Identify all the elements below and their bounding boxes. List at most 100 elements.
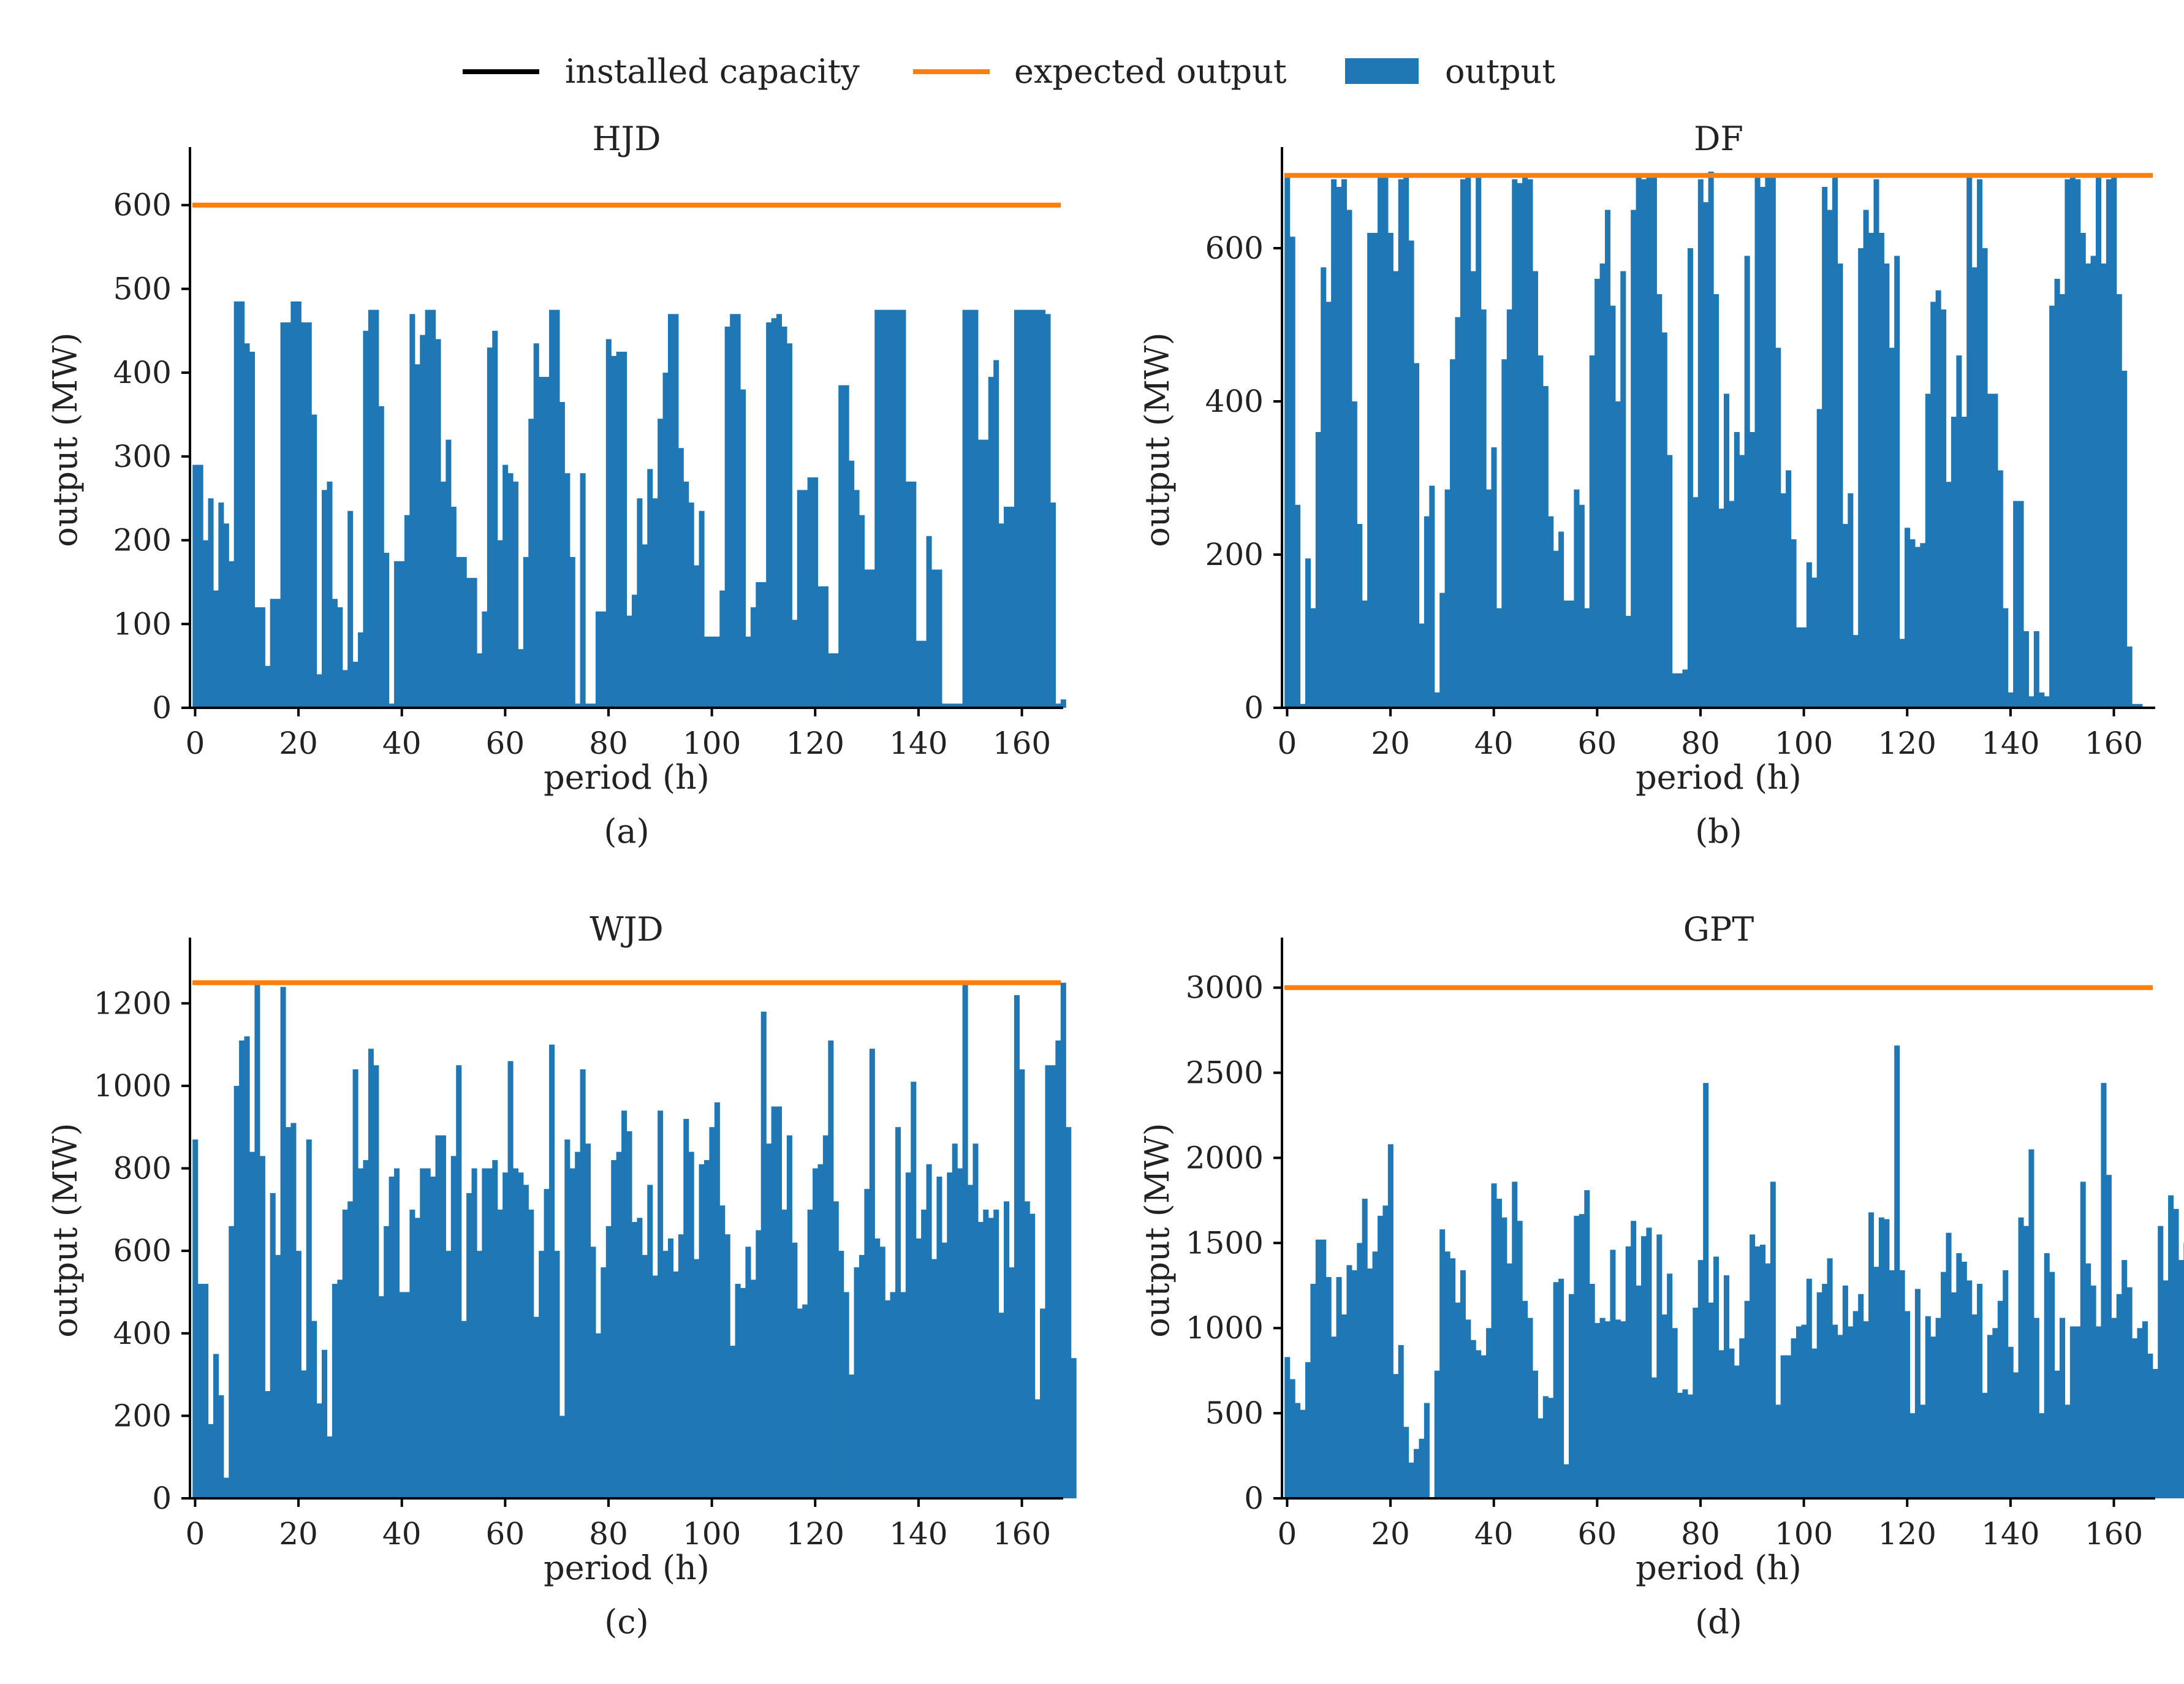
bar: [1604, 210, 1611, 708]
bar: [1315, 432, 1321, 708]
bar: [409, 1209, 415, 1498]
bar: [1899, 639, 1905, 708]
bar: [699, 1164, 705, 1498]
bar: [1558, 531, 1564, 708]
bar: [1284, 1357, 1291, 1498]
bar: [601, 1267, 607, 1498]
bar: [2013, 501, 2019, 708]
bar: [280, 987, 286, 1498]
bar: [879, 309, 885, 708]
bar: [626, 615, 632, 708]
bar: [389, 1177, 395, 1498]
bar: [667, 1238, 673, 1498]
bars: [192, 301, 1066, 708]
bar: [833, 653, 839, 708]
bar: [2018, 501, 2024, 708]
bar: [952, 1144, 958, 1498]
bar: [1884, 264, 1890, 708]
bar: [1966, 175, 1973, 708]
y-tick-label: 1000: [94, 1068, 172, 1104]
x-tick-label: 80: [589, 1516, 628, 1552]
bar: [1858, 1294, 1864, 1498]
x-tick-label: 160: [993, 726, 1051, 761]
bar: [580, 1069, 586, 1498]
bar: [1620, 271, 1626, 708]
bar: [802, 490, 808, 708]
bar: [977, 439, 984, 708]
bar: [2168, 1195, 2174, 1498]
x-tick-label: 60: [1578, 726, 1617, 761]
bar: [828, 1040, 834, 1498]
bar: [229, 1226, 235, 1498]
bar: [466, 1193, 472, 1498]
y-axis-label: output (MW): [1138, 1123, 1177, 1337]
bar: [337, 607, 343, 708]
bar: [1321, 1239, 1327, 1498]
x-tick-label: 0: [186, 1516, 205, 1552]
bar: [792, 620, 798, 708]
bar: [559, 1416, 565, 1498]
bar: [352, 1069, 358, 1498]
bar: [1009, 506, 1015, 708]
bar: [1470, 271, 1476, 708]
bar: [450, 1156, 457, 1498]
bar: [1414, 363, 1420, 708]
bar: [1599, 1318, 1606, 1498]
bar: [1765, 175, 1771, 708]
bar: [203, 1284, 209, 1498]
bar: [590, 704, 596, 708]
bar: [1553, 550, 1559, 708]
bar: [1584, 1190, 1590, 1498]
bar: [838, 385, 844, 708]
bar: [1693, 497, 1699, 708]
bar: [941, 1242, 947, 1498]
bar: [916, 1238, 922, 1498]
bar: [1040, 1308, 1046, 1498]
bar: [575, 1151, 581, 1498]
bar: [642, 1254, 648, 1498]
bar: [1941, 309, 1947, 708]
bar: [905, 1172, 911, 1498]
bar: [2060, 294, 2066, 708]
bar: [2090, 1285, 2096, 1498]
bar: [2147, 1353, 2153, 1498]
bar: [843, 385, 849, 708]
bar: [384, 553, 390, 708]
x-tick-label: 120: [1878, 1516, 1936, 1552]
bar: [2013, 1372, 2019, 1498]
bar: [1894, 1045, 1900, 1498]
panel-caption: (d): [1695, 1602, 1742, 1641]
bar: [957, 1168, 963, 1498]
bar: [616, 1151, 622, 1498]
bar: [854, 490, 860, 708]
bar: [363, 1160, 369, 1498]
bar: [2044, 696, 2050, 708]
bar: [998, 523, 1004, 708]
bar: [1295, 1403, 1301, 1498]
bar: [968, 309, 974, 708]
bar: [714, 636, 720, 708]
bar: [1842, 1285, 1848, 1498]
bar: [585, 1144, 591, 1498]
bar: [1444, 1251, 1450, 1498]
bar: [771, 318, 777, 708]
bar: [265, 666, 271, 708]
bar: [1465, 1319, 1471, 1498]
legend: installed capacity expected output outpu…: [463, 52, 1555, 91]
bar: [1935, 290, 1941, 708]
bar: [1930, 1337, 1936, 1498]
bar: [1506, 1263, 1512, 1498]
bar: [2069, 1326, 2076, 1498]
bar: [941, 704, 947, 708]
bar: [1770, 175, 1776, 708]
bar: [998, 1313, 1004, 1498]
x-tick-label: 100: [1775, 726, 1833, 761]
bar: [2060, 1318, 2066, 1498]
bar: [1723, 1275, 1729, 1498]
bar: [1822, 1284, 1828, 1498]
x-axis-label: period (h): [544, 758, 710, 797]
bar: [1620, 1321, 1626, 1498]
bar: [1034, 309, 1041, 708]
bar: [1791, 539, 1797, 708]
y-tick-label: 2000: [1186, 1140, 1264, 1175]
